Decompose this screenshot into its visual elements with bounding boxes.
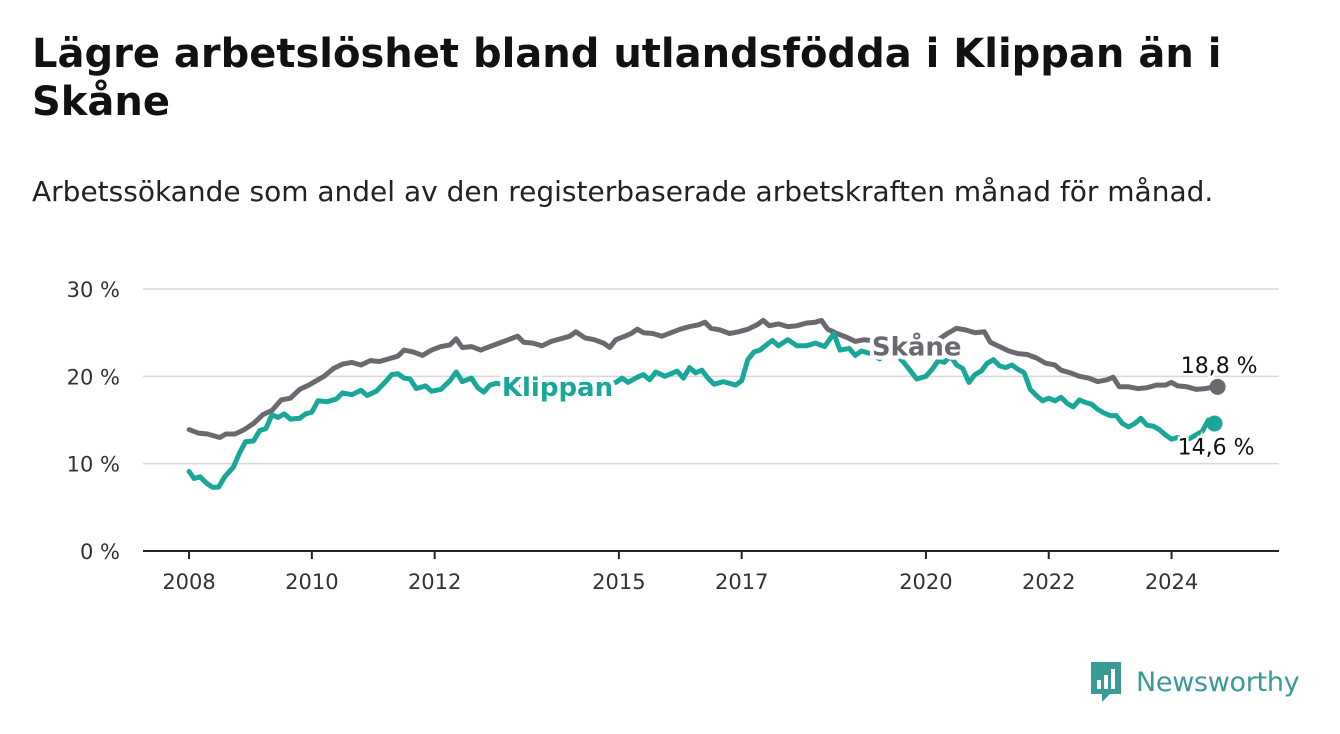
x-tick-label: 2010 xyxy=(285,570,338,594)
end-value-label: 18,8 % xyxy=(1181,354,1258,379)
y-tick-label: 20 % xyxy=(67,365,120,389)
series-line-sk-ne xyxy=(186,317,1221,440)
x-tick-label: 2020 xyxy=(899,570,952,594)
end-value-label: 14,6 % xyxy=(1178,435,1255,460)
x-tick-label: 2008 xyxy=(162,570,215,594)
end-point-marker xyxy=(1209,378,1226,395)
line-chart: 0 % 10 % 20 % 30 % 2008 2010 2012 2015 2017 2020… xyxy=(67,278,1279,594)
newsworthy-logo[interactable]: Newsworthy xyxy=(1088,660,1300,704)
x-tick-label: 2017 xyxy=(715,570,768,594)
series-label: Skåne xyxy=(872,331,962,363)
series-lines xyxy=(186,317,1221,490)
grid xyxy=(143,288,1279,465)
series-label: Klippan xyxy=(502,373,613,403)
series-labels: 18,8 % 14,6 % Klippan Skåne xyxy=(498,327,1260,463)
x-tick-label: 2015 xyxy=(592,570,645,594)
x-tick-label: 2024 xyxy=(1145,570,1198,594)
x-axis: 2008 2010 2012 2015 2017 2020 2022 2024 xyxy=(143,550,1279,594)
chart-title: Lägre arbetslöshet bland utlandsfödda i … xyxy=(32,31,1222,125)
y-tick-label: 0 % xyxy=(80,540,120,564)
series-line-klippan xyxy=(186,331,1217,490)
y-tick-label: 10 % xyxy=(67,453,120,477)
y-tick-label: 30 % xyxy=(67,278,120,302)
x-tick-label: 2012 xyxy=(408,570,461,594)
y-axis: 0 % 10 % 20 % 30 % xyxy=(67,278,120,564)
x-tick-label: 2022 xyxy=(1022,570,1075,594)
chart-subtitle: Arbetssökande som andel av den registerb… xyxy=(32,175,1214,208)
newsworthy-wordmark: Newsworthy xyxy=(1136,666,1300,698)
end-point-marker xyxy=(1206,415,1223,432)
newsworthy-logo-icon xyxy=(1091,662,1121,702)
